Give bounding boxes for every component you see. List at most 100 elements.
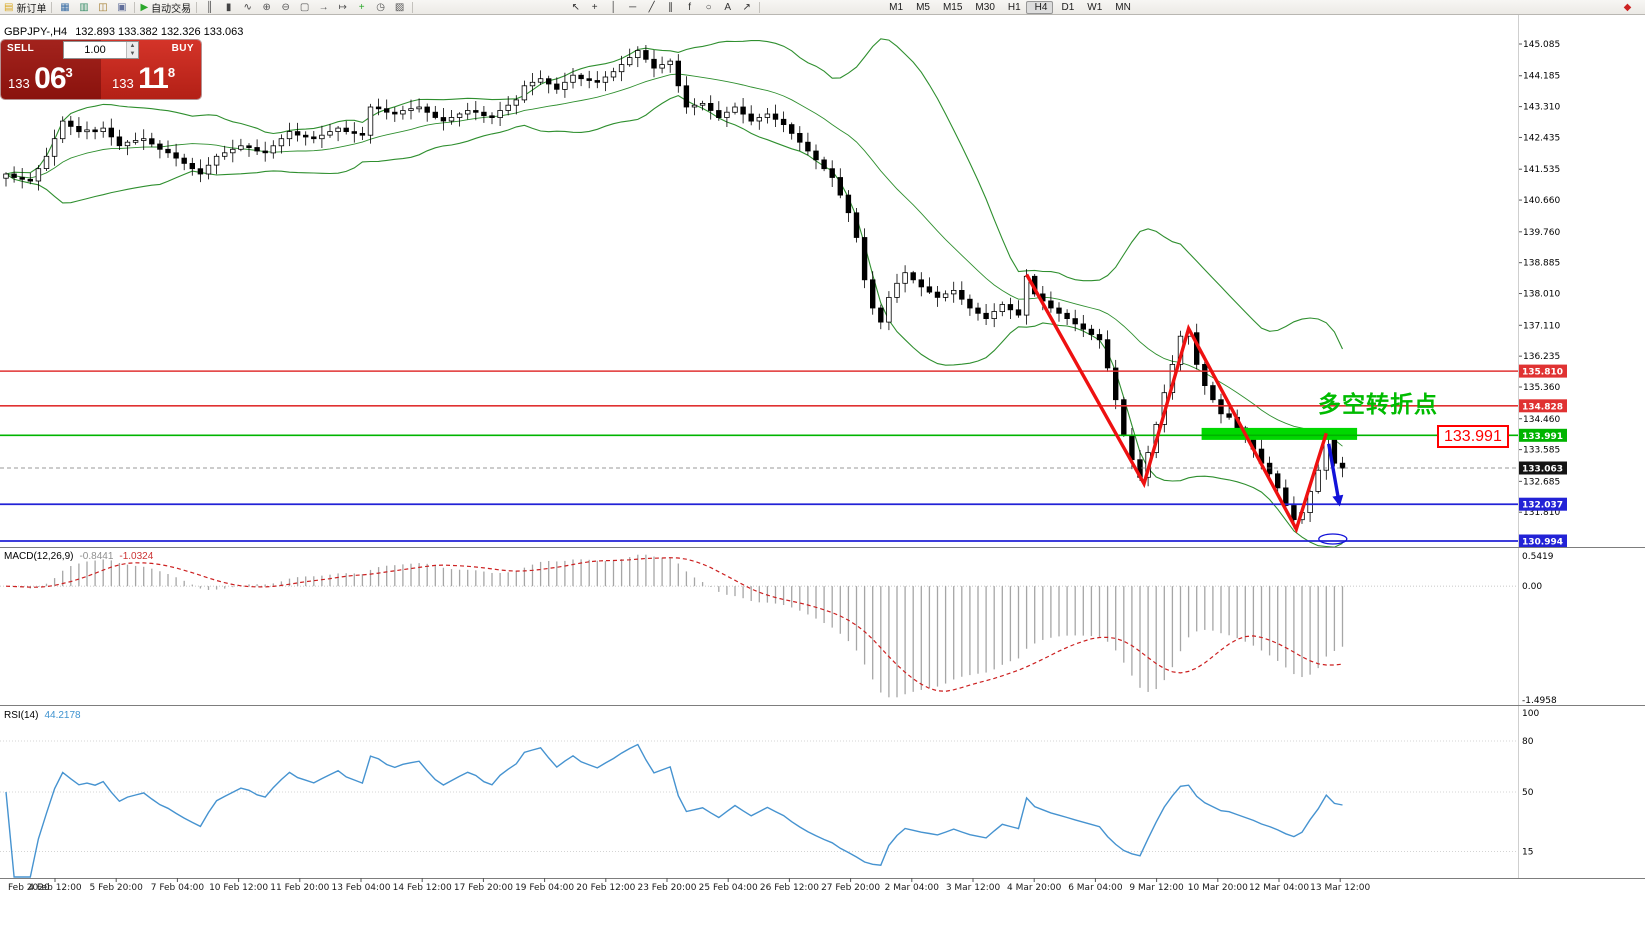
svg-text:144.185: 144.185 <box>1523 72 1560 82</box>
crosshair-icon-glyph: + <box>591 1 598 13</box>
tf-m15-label: M15 <box>942 1 963 13</box>
tf-m30[interactable]: M30 <box>967 1 999 14</box>
templates-icon[interactable]: ▨ <box>390 1 409 14</box>
svg-text:100: 100 <box>1522 709 1539 719</box>
volume-up-button[interactable]: ▲ <box>127 42 138 50</box>
periods-icon[interactable]: ◷ <box>371 1 390 14</box>
volume-input[interactable] <box>64 42 126 58</box>
svg-text:138.885: 138.885 <box>1523 259 1560 269</box>
svg-text:50: 50 <box>1522 788 1534 798</box>
tf-h4-label: H4 <box>1034 1 1048 13</box>
svg-text:3 Mar 12:00: 3 Mar 12:00 <box>946 883 1001 893</box>
navigator-icon-glyph: ◫ <box>98 1 108 13</box>
svg-text:10 Feb 12:00: 10 Feb 12:00 <box>209 883 268 893</box>
svg-text:15: 15 <box>1522 848 1533 858</box>
auto-scroll-icon[interactable]: → <box>314 1 333 14</box>
horizontal-line-icon-glyph: ─ <box>629 1 637 13</box>
tf-d1[interactable]: D1 <box>1053 1 1079 14</box>
channel-icon[interactable]: ∥ <box>661 1 680 14</box>
svg-text:6 Mar 04:00: 6 Mar 04:00 <box>1068 883 1123 893</box>
svg-text:4 Mar 20:00: 4 Mar 20:00 <box>1007 883 1062 893</box>
svg-text:4 Feb 12:00: 4 Feb 12:00 <box>28 883 82 893</box>
tf-h1-label: H1 <box>1007 1 1021 13</box>
new-order-button[interactable]: ▤ 新订单 <box>2 1 48 15</box>
svg-text:Feb 2020: Feb 2020 <box>8 883 50 893</box>
svg-text:-1.4958: -1.4958 <box>1522 696 1557 706</box>
cursor-icon[interactable]: ↖ <box>566 1 585 14</box>
line-chart-icon-glyph: ∿ <box>243 1 252 13</box>
indicators-icon[interactable]: + <box>352 1 371 14</box>
tf-h1[interactable]: H1 <box>1000 1 1026 14</box>
svg-text:12 Mar 04:00: 12 Mar 04:00 <box>1249 883 1309 893</box>
indicators-icon-glyph: + <box>358 1 365 13</box>
rsi-name: RSI(14) <box>4 710 39 721</box>
fibonacci-icon-glyph: f <box>688 1 692 13</box>
buy-price: 133 118 <box>112 62 176 95</box>
chart-shift-icon[interactable]: ↦ <box>333 1 352 14</box>
buy-button[interactable]: BUY 133 118 <box>101 40 201 99</box>
svg-text:17 Feb 20:00: 17 Feb 20:00 <box>454 883 513 893</box>
brand-icon[interactable]: ◆ <box>1618 1 1637 14</box>
zoom-in-icon[interactable]: ⊕ <box>257 1 276 14</box>
market-watch-icon[interactable]: ▦ <box>55 1 74 14</box>
svg-text:13 Feb 04:00: 13 Feb 04:00 <box>331 883 390 893</box>
svg-text:133.063: 133.063 <box>1522 465 1563 475</box>
svg-text:9 Mar 12:00: 9 Mar 12:00 <box>1129 883 1184 893</box>
trendline-icon[interactable]: ╱ <box>642 1 661 14</box>
zoom-out-icon[interactable]: ⊖ <box>276 1 295 14</box>
tf-w1[interactable]: W1 <box>1079 1 1107 14</box>
bar-chart-icon[interactable]: ║ <box>200 1 219 14</box>
ohlc-values: 132.893 133.382 132.326 133.063 <box>75 26 244 38</box>
candlestick-chart-icon-glyph: ▮ <box>225 1 232 13</box>
svg-text:27 Feb 20:00: 27 Feb 20:00 <box>821 883 880 893</box>
svg-text:133.585: 133.585 <box>1523 446 1560 456</box>
arrows-icon[interactable]: ↗ <box>737 1 756 14</box>
channel-icon-glyph: ∥ <box>668 1 674 13</box>
candlestick-chart-icon[interactable]: ▮ <box>219 1 238 14</box>
fibonacci-icon[interactable]: f <box>680 1 699 14</box>
price-callout-box[interactable]: 133.991 <box>1437 425 1509 448</box>
svg-text:0.00: 0.00 <box>1522 582 1542 592</box>
svg-text:25 Feb 04:00: 25 Feb 04:00 <box>699 883 758 893</box>
crosshair-icon[interactable]: + <box>585 1 604 14</box>
toolbar: ▤ 新订单 ▦ ▥ ◫ ▣ ▶ 自动交易 ║ ▮ ∿ ⊕ ⊖ ▢ → ↦ + ◷ ▨ ↖ + │ ─ ╱ ∥ f ○ A ↗ M1 M5 M1… <box>0 0 1645 15</box>
buy-label: BUY <box>171 43 194 54</box>
navigator-icon[interactable]: ◫ <box>93 1 112 14</box>
macd-indicator-label: MACD(12,26,9) -0.8441 -1.0324 <box>4 551 153 562</box>
vertical-line-icon[interactable]: │ <box>604 1 623 14</box>
autotrading-button[interactable]: ▶ 自动交易 <box>138 1 193 15</box>
trendline-icon-glyph: ╱ <box>648 1 655 13</box>
data-window-icon[interactable]: ▥ <box>74 1 93 14</box>
turning-point-annotation[interactable]: 多空转折点 <box>1318 391 1438 417</box>
macd-name: MACD(12,26,9) <box>4 551 74 562</box>
shapes-icon[interactable]: ○ <box>699 1 718 14</box>
horizontal-line-icon[interactable]: ─ <box>623 1 642 14</box>
periods-icon-glyph: ◷ <box>376 1 386 13</box>
tf-m5[interactable]: M5 <box>908 1 935 14</box>
svg-text:7 Feb 04:00: 7 Feb 04:00 <box>151 883 205 893</box>
tile-windows-icon[interactable]: ▢ <box>295 1 314 14</box>
tf-m15[interactable]: M15 <box>935 1 967 14</box>
tf-mn[interactable]: MN <box>1107 1 1136 14</box>
terminal-icon[interactable]: ▣ <box>112 1 131 14</box>
svg-text:143.310: 143.310 <box>1523 103 1560 113</box>
tile-windows-icon-glyph: ▢ <box>299 1 310 13</box>
svg-text:135.360: 135.360 <box>1523 383 1560 393</box>
svg-text:10 Mar 20:00: 10 Mar 20:00 <box>1188 883 1248 893</box>
cursor-icon-glyph: ↖ <box>571 1 580 13</box>
text-icon[interactable]: A <box>718 1 737 14</box>
volume-down-button[interactable]: ▼ <box>127 50 138 58</box>
tf-mn-label: MN <box>1115 1 1131 13</box>
tf-m1[interactable]: M1 <box>881 1 908 14</box>
svg-text:142.435: 142.435 <box>1523 133 1560 143</box>
tf-h4[interactable]: H4 <box>1025 0 1054 14</box>
line-chart-icon[interactable]: ∿ <box>238 1 257 14</box>
svg-text:138.010: 138.010 <box>1523 290 1560 300</box>
tf-m1-label: M1 <box>889 1 904 13</box>
volume-field: ▲ ▼ <box>63 41 139 59</box>
sell-label: SELL <box>7 43 35 54</box>
tf-m5-label: M5 <box>916 1 930 13</box>
svg-text:2 Mar 04:00: 2 Mar 04:00 <box>885 883 940 893</box>
zoom-in-icon-glyph: ⊕ <box>262 1 271 13</box>
